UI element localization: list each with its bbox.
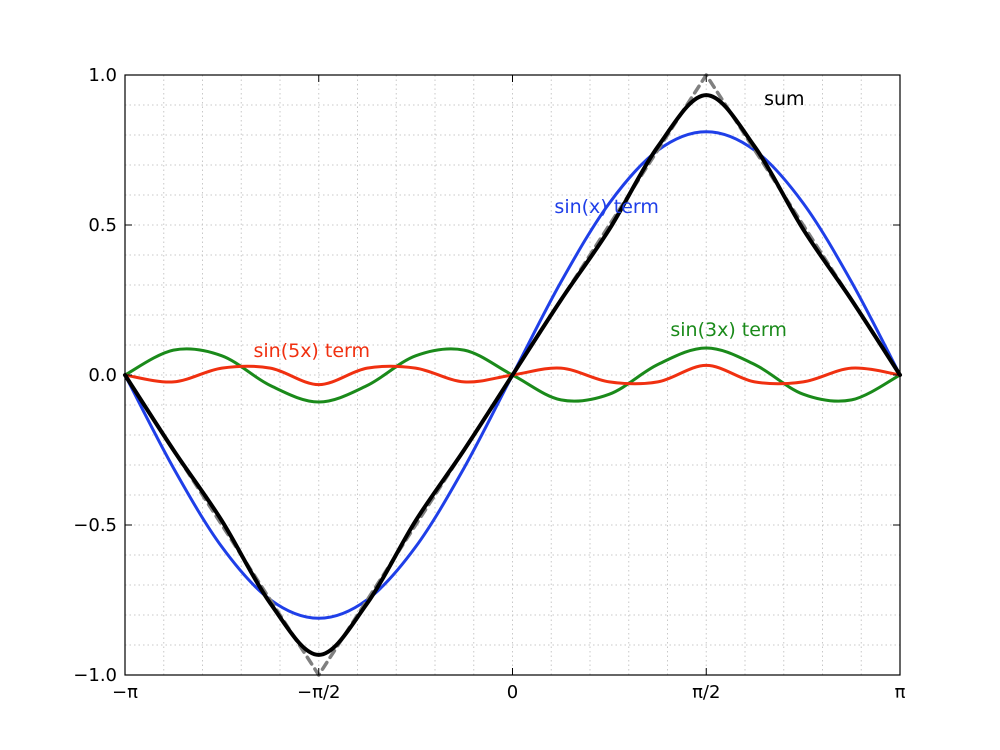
y-tick-label: −0.5	[73, 515, 117, 536]
series-lines	[123, 73, 902, 677]
x-tick-label: −π/2	[297, 682, 340, 703]
series-label-sin1: sin(x) term	[554, 196, 658, 218]
grid-lines	[125, 75, 900, 675]
series-label-sum: sum	[764, 88, 804, 110]
x-tick-label: −π	[112, 682, 138, 703]
tick-labels: −π −π/2 0 π/2 π −1.0 −0.5 0.0 0.5 1.0	[73, 65, 905, 703]
x-tick-label: 0	[507, 682, 518, 703]
y-tick-label: 0.5	[88, 215, 117, 236]
x-tick-label: π	[895, 682, 906, 703]
series-line-sum	[123, 93, 902, 657]
series-label-sin3: sin(3x) term	[670, 319, 787, 341]
series-annotations: sum sin(x) term sin(3x) term sin(5x) term	[253, 88, 804, 362]
y-tick-label: 1.0	[88, 65, 117, 86]
series-label-sin5: sin(5x) term	[253, 340, 370, 362]
x-tick-label: π/2	[692, 682, 720, 703]
y-tick-label: 0.0	[88, 365, 117, 386]
y-tick-label: −1.0	[73, 665, 117, 686]
tick-marks	[124, 74, 901, 676]
